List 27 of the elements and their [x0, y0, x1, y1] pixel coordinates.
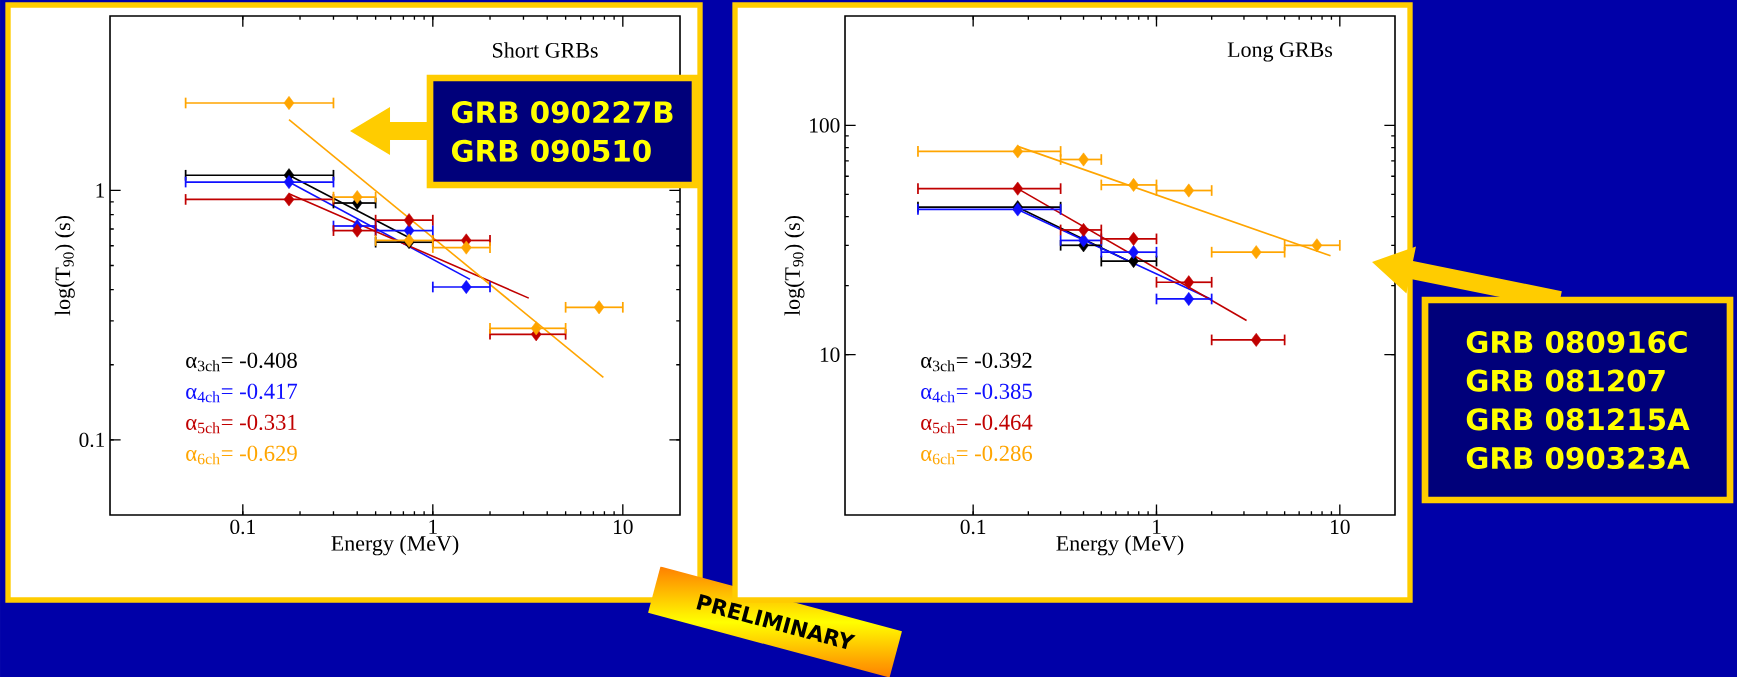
text: Long GRBs [1227, 42, 1333, 62]
text: GRB 090323A [1466, 446, 1690, 470]
text: α$_{6ch}$= -0.286 [921, 445, 1033, 465]
y-axis-title: log(T$_{90}$) (s) [54, 215, 75, 316]
text: GRB 080916C [1466, 330, 1687, 354]
text: α$_{3ch}$= -0.408 [186, 352, 297, 372]
y-tick-label: 100 [810, 118, 840, 133]
text: GRB 081215A [1466, 408, 1690, 431]
x-tick-label: 10 [614, 519, 633, 535]
text: GRB 081207 [1466, 369, 1665, 392]
x-tick-label: 0.1 [960, 519, 986, 535]
x-tick-label: 1 [429, 519, 437, 534]
text: α$_{5ch}$= -0.331 [186, 414, 297, 434]
x-tick-label: 1 [1153, 519, 1161, 534]
x-axis-title: Energy (MeV) [331, 535, 459, 556]
text: α$_{5ch}$= -0.464 [921, 414, 1033, 434]
text: α$_{4ch}$= -0.385 [921, 383, 1032, 403]
text: α$_{6ch}$= -0.629 [186, 445, 297, 465]
x-tick-label: 10 [1331, 519, 1350, 535]
text: α$_{4ch}$= -0.417 [186, 383, 298, 403]
text: α$_{3ch}$= -0.392 [921, 352, 1032, 372]
annotation: GRB 090510 [451, 139, 651, 162]
x-tick-label: 0.1 [230, 519, 255, 535]
annotation: GRB 090227B [451, 101, 673, 124]
x-axis-title: Energy (MeV) [1056, 535, 1184, 556]
text: Short GRBs [493, 42, 598, 58]
y-axis-title: log(T$_{90}$) (s) [784, 215, 805, 316]
